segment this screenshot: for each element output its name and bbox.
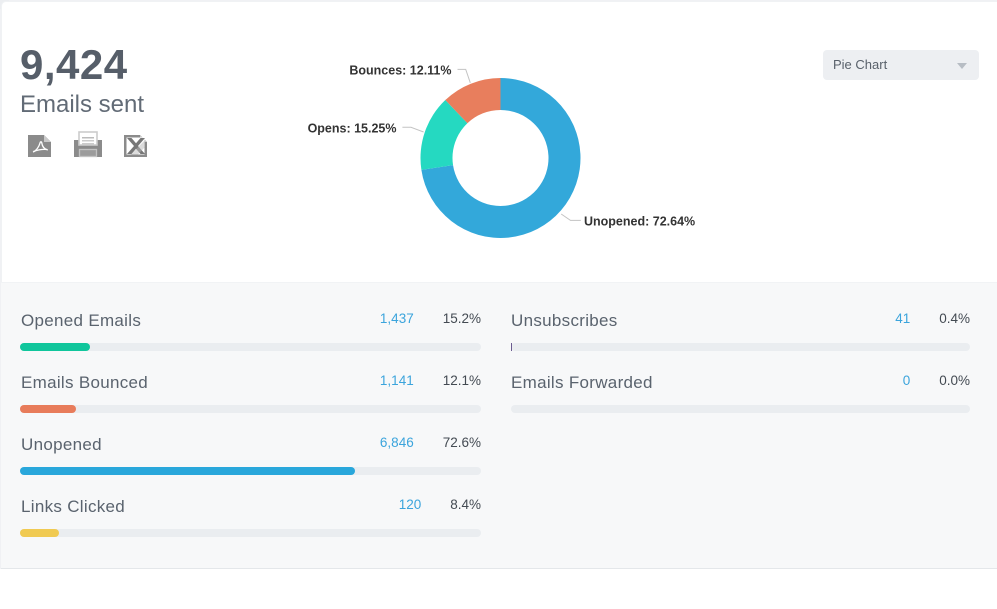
svg-text:Opens: 15.25%: Opens: 15.25% xyxy=(308,122,397,136)
svg-text:Unopened: 72.64%: Unopened: 72.64% xyxy=(584,215,695,229)
svg-text:Bounces: 12.11%: Bounces: 12.11% xyxy=(349,64,451,78)
